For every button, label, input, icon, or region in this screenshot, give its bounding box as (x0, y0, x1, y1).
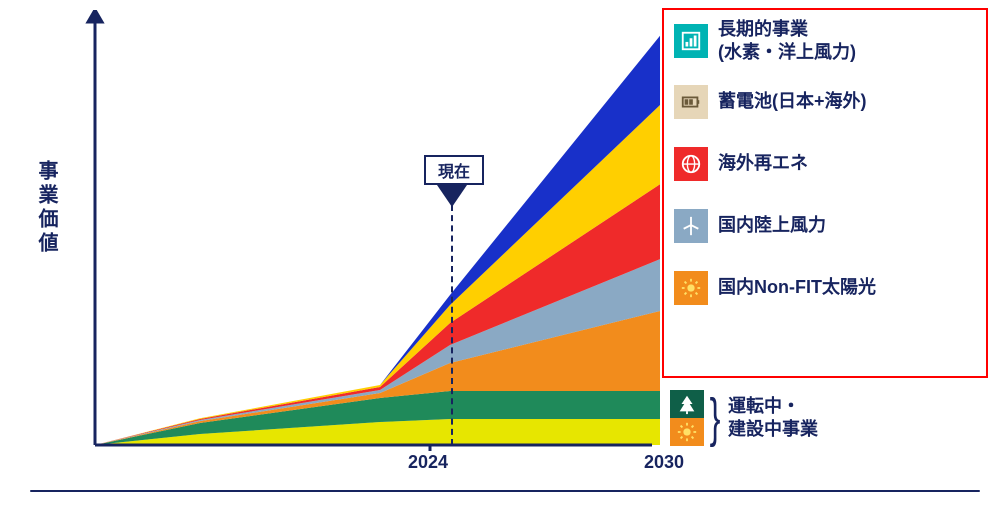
operating-projects-legend: }運転中・建設中事業 (670, 390, 818, 446)
legend-label: 国内陸上風力 (718, 214, 826, 237)
stacked-area-chart (80, 10, 660, 450)
globe-icon (674, 147, 708, 181)
battery-icon (674, 85, 708, 119)
current-marker-label: 現在 (424, 155, 484, 185)
legend-label: 蓄電池(日本+海外) (718, 90, 867, 113)
sun-icon (674, 271, 708, 305)
y-axis-label: 事業価値 (32, 160, 61, 256)
x-tick-2024: 2024 (408, 452, 448, 473)
legend-item-battery: 蓄電池(日本+海外) (674, 85, 976, 119)
chart-icon (674, 24, 708, 58)
legend-label: 海外再エネ (718, 152, 808, 175)
tree-icon (670, 390, 704, 418)
footer-divider (30, 490, 980, 492)
current-marker-triangle-icon (437, 185, 467, 207)
sun-icon (670, 418, 704, 446)
legend-item-long_term: 長期的事業(水素・洋上風力) (674, 18, 976, 65)
wind-icon (674, 209, 708, 243)
legend-label: 長期的事業(水素・洋上風力) (718, 18, 856, 65)
legend-box: 長期的事業(水素・洋上風力) 蓄電池(日本+海外) 海外再エネ国内陸上風力国内Non… (662, 8, 988, 378)
legend-item-overseas_re: 海外再エネ (674, 147, 976, 181)
legend-item-onshore_wind: 国内陸上風力 (674, 209, 976, 243)
x-tick-2030: 2030 (644, 452, 684, 473)
bottom-legend-label: 運転中・建設中事業 (728, 395, 818, 442)
brace-icon: } (710, 390, 721, 446)
current-marker-dashed-line (451, 205, 453, 445)
legend-item-nonfit_solar: 国内Non-FIT太陽光 (674, 271, 976, 305)
legend-label: 国内Non-FIT太陽光 (718, 276, 876, 299)
chart-svg (80, 10, 660, 460)
